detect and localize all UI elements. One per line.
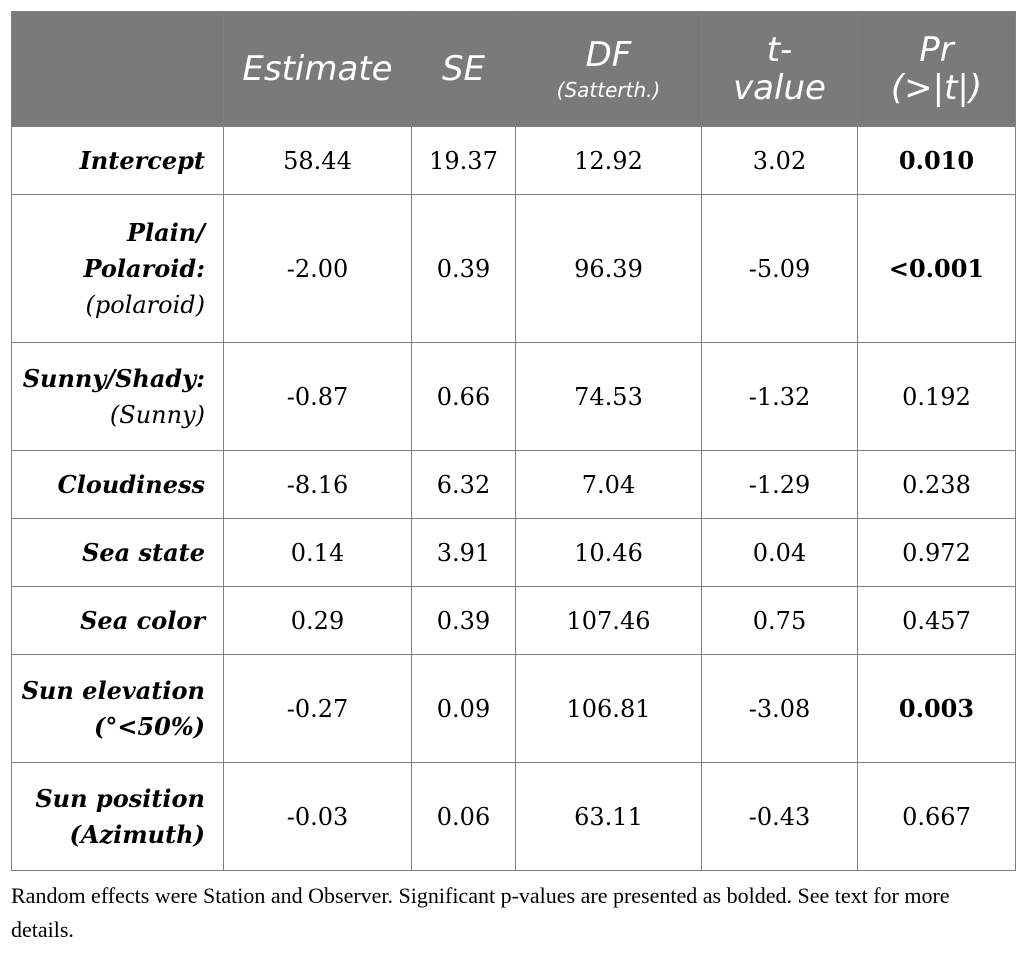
table-cell: 0.192 <box>857 342 1016 451</box>
table-row: Sea state 0.14 3.91 10.46 0.04 0.972 <box>11 518 1016 587</box>
table-row: Intercept 58.44 19.37 12.92 3.02 0.010 <box>11 126 1016 195</box>
row-label-main: Cloudiness <box>57 469 205 499</box>
table-cell: 0.14 <box>223 518 412 587</box>
table-cell: 96.39 <box>515 194 702 343</box>
row-label-main: Sun elevation (°<50%) <box>21 675 205 741</box>
table-row: Cloudiness -8.16 6.32 7.04 -1.29 0.238 <box>11 450 1016 519</box>
header-estimate: Estimate <box>223 11 412 127</box>
table-cell: 0.457 <box>857 586 1016 655</box>
table-footnote: Random effects were Station and Observer… <box>11 883 950 942</box>
table-row: Sunny/Shady: (Sunny) -0.87 0.66 74.53 -1.32 0.… <box>11 342 1016 451</box>
table-cell: -0.43 <box>701 762 858 871</box>
table-cell: 0.010 <box>857 126 1016 195</box>
table-row: Sun position (Azimuth) -0.03 0.06 63.11 -0.4… <box>11 762 1016 871</box>
table-cell: 0.238 <box>857 450 1016 519</box>
table-cell: 58.44 <box>223 126 412 195</box>
table-cell: 3.91 <box>411 518 516 587</box>
row-label-main: Plain/ Polaroid: <box>83 217 206 283</box>
table-row: Sun elevation (°<50%) -0.27 0.09 106.81 -3.0… <box>11 654 1016 763</box>
row-label-main: Sea color <box>80 605 205 635</box>
table-cell: -3.08 <box>701 654 858 763</box>
table-cell: 74.53 <box>515 342 702 451</box>
header-tvalue-line1: t- <box>766 30 793 70</box>
table-cell: 0.39 <box>411 194 516 343</box>
table-cell: 0.66 <box>411 342 516 451</box>
row-label-sub: (Sunny) <box>109 400 205 429</box>
table-cell: 107.46 <box>515 586 702 655</box>
table-cell: -0.27 <box>223 654 412 763</box>
row-label: Intercept <box>11 126 224 195</box>
table-cell: 0.003 <box>857 654 1016 763</box>
row-label: Sun elevation (°<50%) <box>11 654 224 763</box>
table-header-row: Estimate SE DF (Satterth.) t- value Pr (… <box>11 11 1016 127</box>
row-label-main: Sea state <box>81 537 205 567</box>
row-label-sub: (polaroid) <box>85 290 205 319</box>
table-cell: 6.32 <box>411 450 516 519</box>
table-cell: 0.75 <box>701 586 858 655</box>
table-cell: 106.81 <box>515 654 702 763</box>
row-label: Sea color <box>11 586 224 655</box>
table-cell: 63.11 <box>515 762 702 871</box>
header-tvalue-line2: value <box>733 68 826 108</box>
header-df: DF (Satterth.) <box>515 11 702 127</box>
table-cell: 10.46 <box>515 518 702 587</box>
table-cell: -2.00 <box>223 194 412 343</box>
row-label-main: Intercept <box>79 145 205 175</box>
row-label: Cloudiness <box>11 450 224 519</box>
row-label: Sun position (Azimuth) <box>11 762 224 871</box>
table-cell: 0.04 <box>701 518 858 587</box>
row-label-main: Sun position (Azimuth) <box>35 783 205 849</box>
table-cell: 7.04 <box>515 450 702 519</box>
table-cell: -8.16 <box>223 450 412 519</box>
results-table-container: Estimate SE DF (Satterth.) t- value Pr (… <box>11 11 1017 947</box>
header-corner <box>11 11 224 127</box>
table-cell: -1.29 <box>701 450 858 519</box>
header-df-sub: (Satterth.) <box>556 78 661 102</box>
row-label: Sea state <box>11 518 224 587</box>
header-se: SE <box>411 11 516 127</box>
table-cell: 0.39 <box>411 586 516 655</box>
table-cell: 0.29 <box>223 586 412 655</box>
table-cell: <0.001 <box>857 194 1016 343</box>
table-cell: -0.03 <box>223 762 412 871</box>
table-cell: -0.87 <box>223 342 412 451</box>
row-label: Plain/ Polaroid: (polaroid) <box>11 194 224 343</box>
table-cell: 0.09 <box>411 654 516 763</box>
header-pr-label: Pr <box>919 30 954 70</box>
header-pr: Pr (>|t|) <box>857 11 1016 127</box>
header-tvalue: t- value <box>701 11 858 127</box>
header-df-label: DF <box>585 35 632 75</box>
table-row: Plain/ Polaroid: (polaroid) -2.00 0.39 96.39… <box>11 194 1016 343</box>
table-cell: 19.37 <box>411 126 516 195</box>
row-label-main: Sunny/Shady: <box>22 363 205 393</box>
table-cell: -5.09 <box>701 194 858 343</box>
table-cell: 12.92 <box>515 126 702 195</box>
model-results-table: Estimate SE DF (Satterth.) t- value Pr (… <box>11 11 1016 871</box>
table-cell: 0.972 <box>857 518 1016 587</box>
table-cell: 0.06 <box>411 762 516 871</box>
table-cell: 0.667 <box>857 762 1016 871</box>
table-row: Sea color 0.29 0.39 107.46 0.75 0.457 <box>11 586 1016 655</box>
table-cell: -1.32 <box>701 342 858 451</box>
row-label: Sunny/Shady: (Sunny) <box>11 342 224 451</box>
header-pr-sub: (>|t|) <box>890 68 983 108</box>
table-cell: 3.02 <box>701 126 858 195</box>
